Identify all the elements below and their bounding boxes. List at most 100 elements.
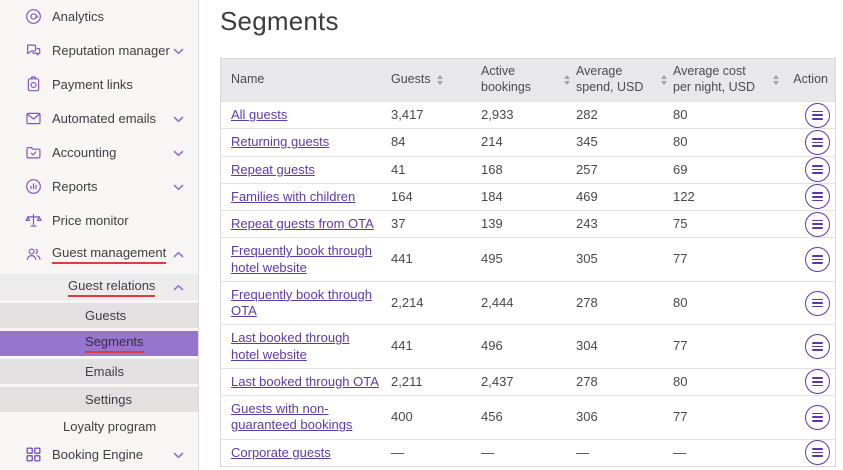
cell-guests: 3,417 <box>391 107 424 122</box>
sidebar-item-label: Reports <box>52 179 98 195</box>
segment-link[interactable]: All guests <box>231 107 288 122</box>
segment-link[interactable]: Repeat guests <box>231 161 315 177</box>
cell-cost: 77 <box>673 338 688 354</box>
sidebar-item-label: Price monitor <box>52 212 129 228</box>
sidebar-item-guests[interactable]: Guests <box>0 303 198 329</box>
sidebar-item-guest-relations[interactable]: Guest relations <box>0 274 198 301</box>
sidebar-item-automated-emails[interactable]: Automated emails <box>0 102 198 136</box>
menu-icon <box>812 255 823 264</box>
row-action-button[interactable] <box>805 102 830 128</box>
column-header-active-bookings[interactable]: Active bookings <box>481 64 576 95</box>
sidebar-item-reports[interactable]: Reports <box>0 170 198 204</box>
segment-link[interactable]: Frequently book through OTA <box>231 286 372 318</box>
cell-cost: 77 <box>673 251 688 267</box>
cell-spend: 305 <box>576 251 598 267</box>
page-title: Segments <box>220 6 339 36</box>
sidebar-item-segments[interactable]: Segments <box>0 331 198 357</box>
sort-icon[interactable] <box>564 75 570 85</box>
cell-guests: 2,211 <box>391 373 423 389</box>
column-header-action: Action <box>785 72 837 88</box>
segment-link[interactable]: Frequently book through hotel website <box>231 243 372 275</box>
menu-icon <box>812 110 823 120</box>
sidebar-item-accounting[interactable]: Accounting <box>0 136 198 170</box>
cell-guests: 2,214 <box>391 294 424 310</box>
segment-link[interactable]: Families with children <box>231 188 356 204</box>
row-action-button[interactable] <box>805 211 830 237</box>
column-header-guests[interactable]: Guests <box>391 72 481 88</box>
sidebar-item-settings[interactable]: Settings <box>0 387 198 413</box>
cell-active: 2,444 <box>481 294 514 310</box>
table-row: All guests 3,417 2,933 282 80 <box>221 101 835 128</box>
cell-guests: 84 <box>391 134 406 150</box>
row-action-button[interactable] <box>805 369 830 395</box>
cell-spend: 306 <box>576 409 598 425</box>
cell-active: 139 <box>481 216 503 231</box>
sidebar-item-emails[interactable]: Emails <box>0 359 198 385</box>
cell-spend: 345 <box>576 134 598 150</box>
payment-icon <box>24 75 43 94</box>
cell-active: 184 <box>481 188 503 204</box>
reports-icon <box>24 177 43 196</box>
column-header-label: Action <box>793 72 828 87</box>
row-action-button[interactable] <box>805 129 830 155</box>
cell-name: Last booked through hotel website <box>221 325 391 368</box>
sidebar-item-payment-links[interactable]: Payment links <box>0 68 198 102</box>
segment-link[interactable]: Last booked through OTA <box>231 373 379 389</box>
menu-icon <box>812 298 823 308</box>
cell-action <box>805 334 837 359</box>
sidebar-item-label: Accounting <box>52 145 117 161</box>
row-action-button[interactable] <box>805 404 830 430</box>
chevron-down-icon <box>173 116 184 122</box>
cell-cost: 80 <box>673 294 688 310</box>
chevron-up-icon <box>173 285 184 291</box>
row-action-button[interactable] <box>805 440 830 466</box>
row-action-button[interactable] <box>805 247 830 272</box>
sort-icon[interactable] <box>773 75 779 85</box>
menu-icon <box>812 219 823 229</box>
cell-guests: 164 <box>391 188 413 204</box>
column-header-label: Name <box>231 72 265 87</box>
column-header-average-spend[interactable]: Average spend, USD <box>576 64 673 95</box>
menu-icon <box>812 165 823 175</box>
sidebar-item-loyalty-program[interactable]: Loyalty program <box>0 412 198 440</box>
segment-link[interactable]: Returning guests <box>231 134 330 150</box>
sidebar-item-booking-engine[interactable]: Booking Engine <box>0 440 198 470</box>
sort-icon[interactable] <box>661 75 667 85</box>
sidebar-item-label: Analytics <box>52 9 105 25</box>
table-row: Repeat guests from OTA 37 139 243 75 <box>221 210 835 237</box>
segment-link[interactable]: Last booked through hotel website <box>231 330 350 362</box>
sort-icon[interactable] <box>436 75 443 85</box>
cell-active: — <box>481 444 494 460</box>
sidebar-item-analytics[interactable]: Analytics <box>0 0 198 34</box>
segment-link[interactable]: Guests with non-guaranteed bookings <box>231 401 353 433</box>
cell-spend: 304 <box>576 338 598 354</box>
sidebar-item-guest-management[interactable]: Guest management <box>0 237 198 271</box>
cell-name: Repeat guests <box>221 157 391 183</box>
row-action-button[interactable] <box>805 157 830 183</box>
row-action-button[interactable] <box>805 290 830 316</box>
cell-name: Repeat guests from OTA <box>221 211 391 237</box>
menu-icon <box>812 192 823 202</box>
column-header-label: Average spend, USD <box>576 64 644 94</box>
cell-spend: 282 <box>576 107 598 122</box>
menu-icon <box>812 137 823 147</box>
segment-link[interactable]: Repeat guests from OTA <box>231 216 374 231</box>
segment-link[interactable]: Corporate guests <box>231 444 331 460</box>
row-action-button[interactable] <box>805 334 830 359</box>
sidebar-item-price-monitor[interactable]: Price monitor <box>0 204 198 238</box>
row-action-button[interactable] <box>805 184 830 210</box>
sidebar-item-reputation-manager[interactable]: Reputation manager <box>0 34 198 68</box>
table-row: Guests with non-guaranteed bookings 400 45… <box>221 395 835 439</box>
cell-action <box>805 129 837 155</box>
cell-name: Frequently book through hotel website <box>221 238 391 281</box>
cell-cost: 77 <box>673 409 688 425</box>
chevron-down-icon <box>173 150 184 156</box>
cell-active: 456 <box>481 409 503 425</box>
cell-guests: 441 <box>391 338 413 354</box>
segments-table: Name Guests Active bookings Average spen… <box>220 58 836 467</box>
sidebar-item-label: Guest management <box>52 245 167 264</box>
column-header-average-cost[interactable]: Average cost per night, USD <box>673 64 785 95</box>
table-row: Repeat guests 41 168 257 69 <box>221 155 835 183</box>
sidebar-item-label: Payment links <box>52 77 133 93</box>
cell-name: Guests with non-guaranteed bookings <box>221 396 391 439</box>
